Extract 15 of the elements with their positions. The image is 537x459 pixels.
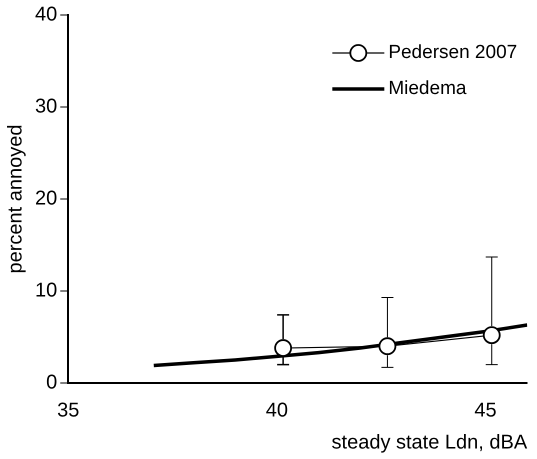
y-tick-label: 40 [34, 4, 58, 26]
y-axis-title: percent annoyed [4, 124, 27, 274]
y-tick-label: 20 [34, 188, 58, 210]
point [378, 337, 396, 356]
y-tick-label: 30 [34, 96, 58, 118]
point [274, 339, 292, 357]
legend-label: Miedema [388, 78, 467, 100]
legend-label: Pedersen 2007 [388, 42, 518, 64]
x-tick-label: 45 [474, 400, 497, 422]
x-tick-label: 35 [57, 400, 80, 422]
point [482, 326, 501, 344]
y-tick-label: 10 [34, 280, 58, 302]
y-tick-label: 0 [46, 372, 58, 394]
x-axis-title: steady state Ldn, dBA [332, 432, 528, 454]
x-tick-label: 40 [266, 400, 288, 422]
